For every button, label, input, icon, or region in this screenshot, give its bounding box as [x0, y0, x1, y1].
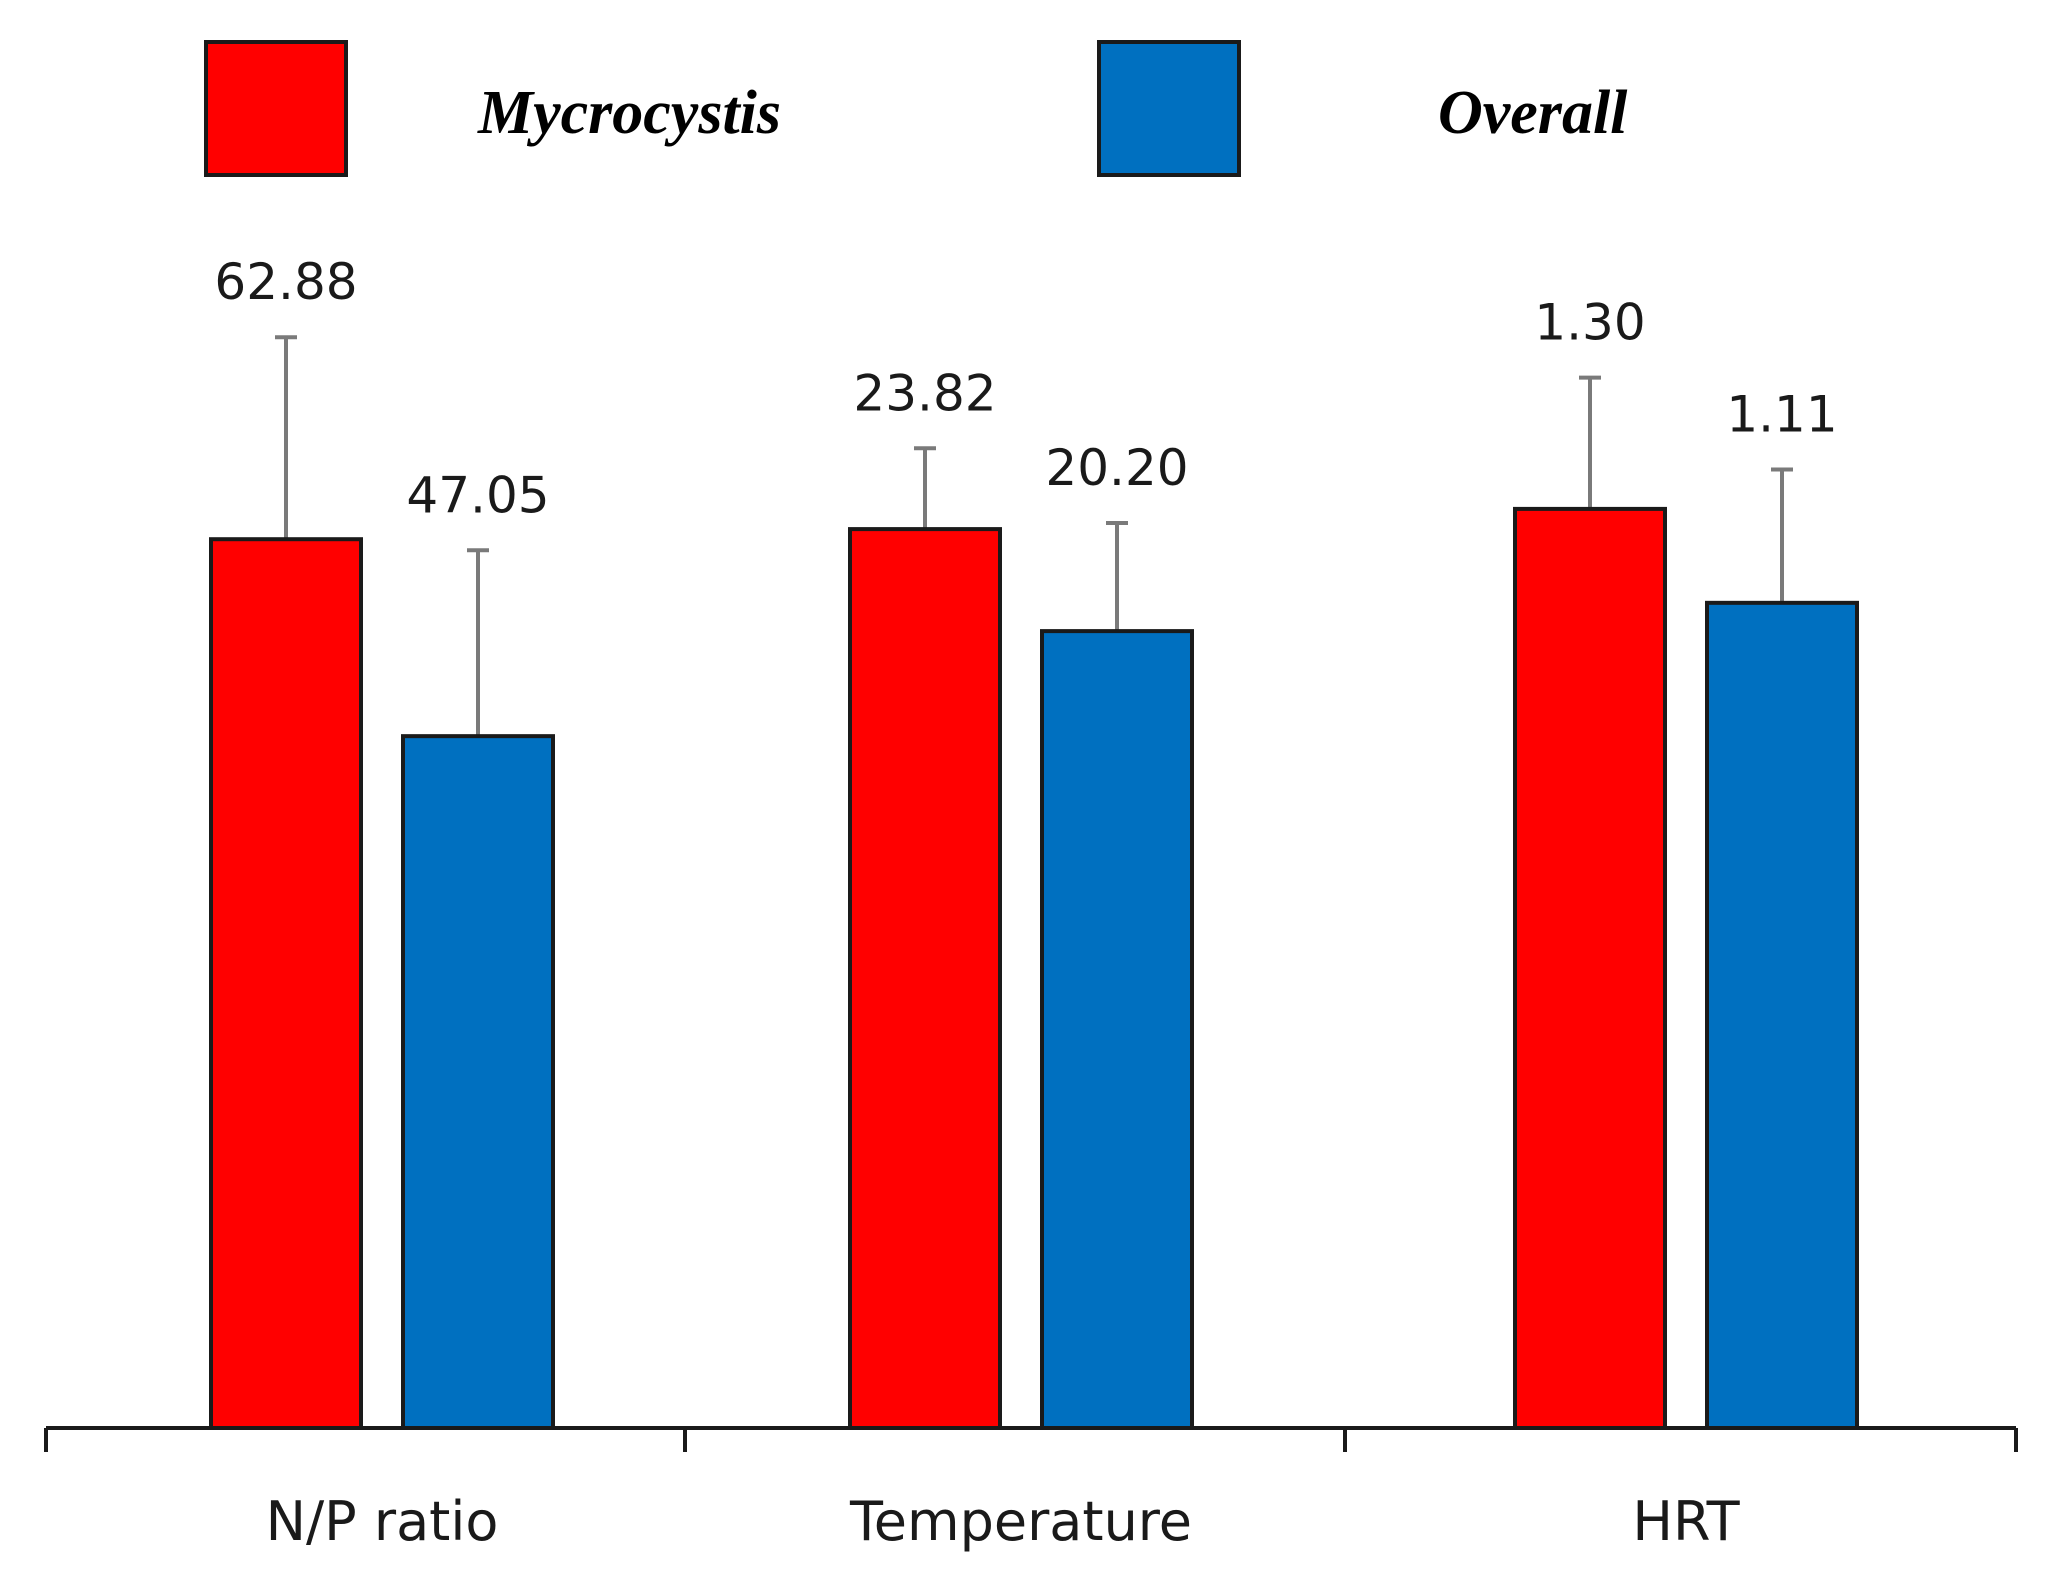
value-label-overall-hrt: 1.11 — [1726, 386, 1837, 444]
value-label-overall-n-p-ratio: 47.05 — [406, 466, 549, 524]
bar-mycrocystis-n-p-ratio — [209, 537, 363, 1430]
x-axis-ticks — [44, 1428, 2018, 1452]
legend-swatch-overall — [1097, 40, 1241, 177]
category-labels: N/P ratio Temperature HRT — [266, 1490, 1741, 1553]
bars: 62.88 47.05 23.82 20.20 1.30 1.11 — [209, 253, 1859, 1430]
value-label-mycrocystis-hrt: 1.30 — [1534, 294, 1645, 352]
bar-overall-temperature — [1040, 629, 1194, 1430]
category-label-temperature: Temperature — [849, 1490, 1192, 1553]
value-label-mycrocystis-n-p-ratio: 62.88 — [214, 253, 357, 311]
legend-label-mycrocystis: Mycrocystis — [477, 79, 781, 147]
bar-mycrocystis-hrt — [1513, 506, 1667, 1430]
legend-swatch-mycrocystis — [204, 40, 348, 177]
category-label-hrt: HRT — [1632, 1490, 1740, 1553]
category-label-n-p-ratio: N/P ratio — [266, 1490, 499, 1553]
bar-overall-hrt — [1705, 600, 1859, 1430]
legend: Mycrocystis Overall — [204, 40, 1628, 177]
bar-overall-n-p-ratio — [401, 734, 555, 1430]
bar-mycrocystis-temperature — [848, 527, 1002, 1430]
value-label-overall-temperature: 20.20 — [1045, 439, 1188, 497]
value-label-mycrocystis-temperature: 23.82 — [853, 364, 996, 422]
legend-label-overall: Overall — [1438, 79, 1628, 147]
